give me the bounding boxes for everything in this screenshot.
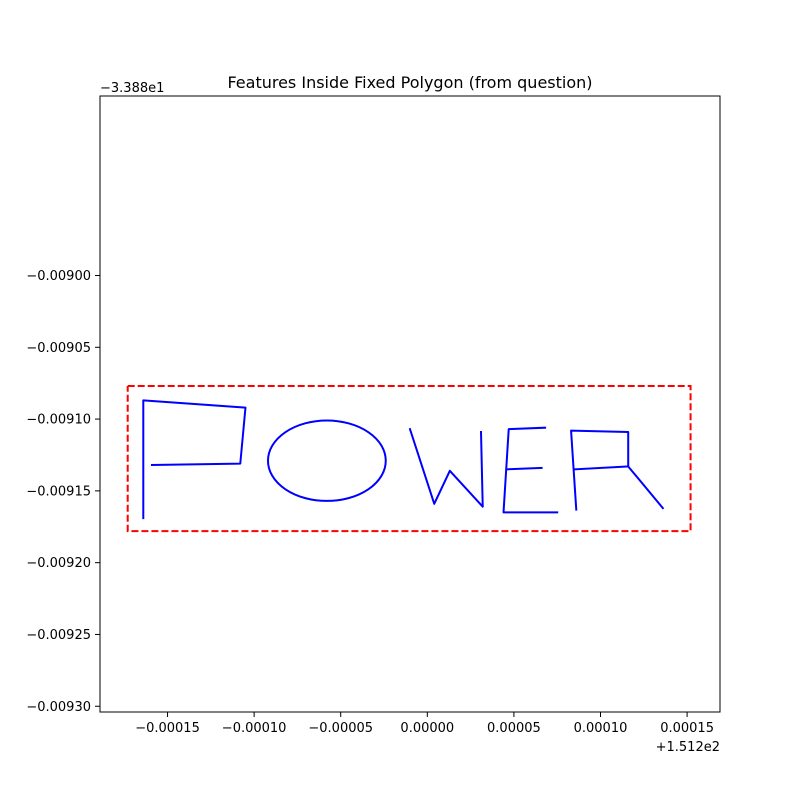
- y-offset-label: −3.388e1: [100, 81, 164, 96]
- feature-line-4: [505, 466, 543, 471]
- feature-line-6: [573, 465, 630, 471]
- axes-ticks: −0.00015 −0.00010 −0.00005 0.00000 0.00005 0.…: [26, 269, 714, 736]
- x-tick-label: 0.00005: [487, 721, 541, 736]
- y-tick-label: −0.00900: [26, 269, 91, 284]
- feature-line-2: [408, 427, 484, 508]
- feature-line-5: [570, 429, 665, 511]
- y-tick-label: −0.00925: [26, 628, 91, 643]
- x-tick-label: 0.00010: [574, 721, 628, 736]
- fixed-polygon: [126, 385, 692, 533]
- feature-line-3: [502, 426, 559, 514]
- axes-frame: [99, 95, 721, 713]
- x-tick-label: −0.00015: [135, 721, 200, 736]
- x-tick-label: 0.00015: [660, 721, 714, 736]
- x-offset-label: +1.512e2: [656, 740, 720, 755]
- y-tick-label: −0.00930: [26, 700, 91, 715]
- x-tick-label: −0.00010: [222, 721, 287, 736]
- x-tick-label: −0.00005: [308, 721, 373, 736]
- y-tick-label: −0.00915: [26, 484, 91, 499]
- feature-ellipse-1: [266, 419, 387, 502]
- y-tick-label: −0.00910: [26, 413, 91, 428]
- y-tick-label: −0.00905: [26, 341, 91, 356]
- feature-line-0: [142, 399, 247, 520]
- x-tick-label: 0.00000: [400, 721, 454, 736]
- y-tick-label: −0.00920: [26, 556, 91, 571]
- chart-title: Features Inside Fixed Polygon (from ques…: [227, 73, 592, 92]
- plot-area: [126, 385, 692, 533]
